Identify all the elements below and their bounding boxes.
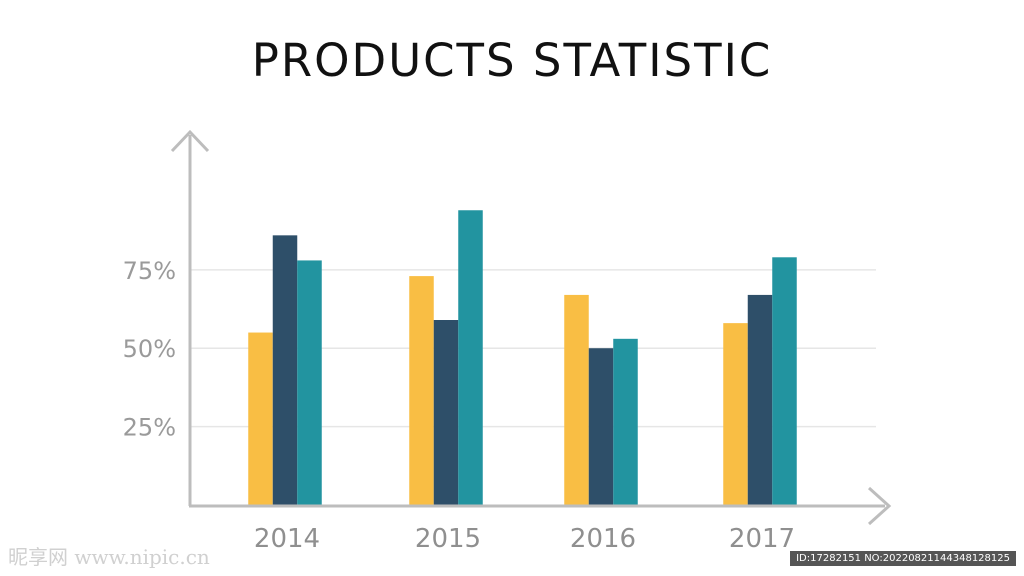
y-axis-arrow-icon [170,129,210,153]
bar-2017-series-1 [723,323,748,505]
bar-2014-series-3 [297,260,322,505]
x-tick-label: 2014 [254,524,320,554]
y-tick-label: 75% [123,257,176,285]
chart-title: PRODUCTS STATISTIC [251,34,773,87]
bars [248,210,797,505]
bar-2017-series-2 [747,294,773,505]
bar-2017-series-3 [772,257,797,505]
bar-2014-series-1 [248,332,273,505]
watermark-left: 昵享网 www.nipic.cn [8,545,210,569]
x-tick-label: 2016 [570,524,636,554]
bar-2015-series-3 [458,210,483,505]
x-axis-arrow-icon [867,486,892,526]
bar-2016-series-3 [613,338,638,505]
bar-2015-series-2 [433,320,459,505]
labels: 25% 50% 75% 2014 2015 2016 2017 [123,257,795,554]
bar-2016-series-1 [564,294,589,505]
x-tick-label: 2017 [729,524,795,554]
bar-2015-series-1 [409,276,434,505]
bar-2014-series-2 [272,235,298,505]
y-tick-label: 25% [123,414,176,442]
watermark-id: ID:17282151 NO:20220821144348128125 [790,551,1016,566]
y-tick-label: 50% [123,335,176,363]
axes [170,129,892,526]
x-tick-label: 2015 [415,524,481,554]
bar-2016-series-2 [588,348,614,505]
